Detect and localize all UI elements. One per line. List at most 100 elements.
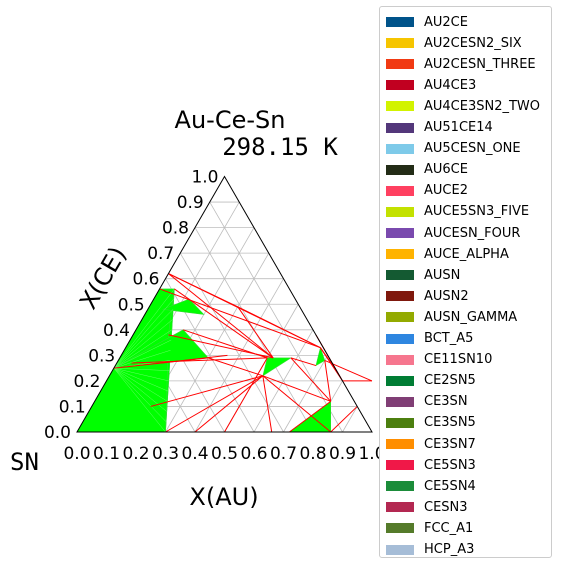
legend-label: AUSN2: [424, 289, 469, 304]
legend-label: AU2CESN2_SIX: [424, 36, 522, 51]
legend-label: CE11SN10: [424, 352, 492, 367]
legend-item: AU2CESN2_SIX: [386, 33, 522, 53]
x-tick-label: 0.5: [211, 444, 238, 464]
legend-label: AU51CE14: [424, 120, 493, 135]
y-tick-label: 0.1: [59, 397, 86, 417]
legend-label: AUCESN_FOUR: [424, 226, 520, 241]
x-tick-label: 0.8: [299, 444, 326, 464]
phase-region: [263, 358, 291, 376]
y-tick-label: 0.0: [44, 423, 71, 443]
x-tick-label: 0.1: [93, 444, 120, 464]
legend-swatch: [386, 207, 414, 217]
y-tick-label: 0.8: [162, 219, 189, 239]
legend-swatch: [386, 80, 414, 90]
legend-label: CE5SN4: [424, 479, 476, 494]
legend-swatch: [386, 123, 414, 133]
legend-swatch: [386, 101, 414, 111]
legend-label: AU5CESN_ONE: [424, 141, 521, 156]
legend-swatch: [386, 523, 414, 533]
x-tick-label: 0.2: [122, 444, 149, 464]
y-tick-label: 0.6: [132, 270, 159, 290]
legend-swatch: [386, 59, 414, 69]
legend-swatch: [386, 502, 414, 512]
legend-swatch: [386, 545, 414, 555]
legend-swatch: [386, 334, 414, 344]
legend-label: CE5SN3: [424, 458, 476, 473]
x-tick-label: 0.4: [181, 444, 208, 464]
x-tick-label: 0.3: [152, 444, 179, 464]
legend-item: AU6CE: [386, 160, 468, 180]
y-tick-label: 0.4: [103, 321, 130, 341]
legend-swatch: [386, 186, 414, 196]
legend-label: AU4CE3SN2_TWO: [424, 99, 540, 114]
legend-label: HCP_A3: [424, 542, 474, 557]
legend-item: AUCE_ALPHA: [386, 244, 509, 264]
x-tick-labels: 0.00.10.20.30.40.50.60.70.80.91.0: [63, 444, 379, 464]
legend-swatch: [386, 144, 414, 154]
legend-label: CE2SN5: [424, 373, 476, 388]
legend-swatch: [386, 397, 414, 407]
legend-label: AU2CE: [424, 15, 468, 30]
legend-swatch: [386, 439, 414, 449]
legend-item: CE5SN4: [386, 476, 476, 496]
x-tick-label: 0.7: [270, 444, 297, 464]
legend-item: CE3SN: [386, 392, 468, 412]
legend-swatch: [386, 249, 414, 259]
x-tick-label: 1.0: [358, 444, 379, 464]
grid-line-sn: [210, 202, 343, 432]
legend-swatch: [386, 376, 414, 386]
legend-swatch: [386, 291, 414, 301]
legend-label: AU4CE3: [424, 78, 476, 93]
legend-item: AU4CE3SN2_TWO: [386, 96, 540, 116]
x-axis-label: X(AU): [189, 483, 258, 511]
y-tick-label: 0.5: [118, 295, 145, 315]
x-tick-label: 0.6: [240, 444, 267, 464]
legend-item: CE5SN3: [386, 455, 476, 475]
legend-item: CE3SN7: [386, 434, 476, 454]
legend-label: CE3SN: [424, 394, 468, 409]
chart-title: Au-Ce-Sn: [175, 106, 286, 134]
legend-label: AUCE2: [424, 183, 468, 198]
y-tick-label: 0.9: [177, 193, 204, 213]
legend-label: CE3SN5: [424, 415, 476, 430]
legend-item: AUSN2: [386, 286, 469, 306]
corner-label-sn: SN: [10, 448, 39, 476]
grid-line-au: [343, 406, 358, 432]
legend-swatch: [386, 165, 414, 175]
legend-item: CE11SN10: [386, 350, 492, 370]
legend-item: CE3SN5: [386, 413, 476, 433]
legend-label: FCC_A1: [424, 521, 473, 536]
legend-item: AUSN_GAMMA: [386, 307, 517, 327]
legend-swatch: [386, 270, 414, 280]
legend-item: AUCE5SN3_FIVE: [386, 202, 529, 222]
legend-item: FCC_A1: [386, 518, 473, 538]
legend-label: BCT_A5: [424, 331, 473, 346]
legend-item: AU51CE14: [386, 118, 493, 138]
y-tick-label: 0.3: [88, 346, 115, 366]
legend-label: CE3SN7: [424, 437, 476, 452]
legend-item: AU2CESN_THREE: [386, 54, 536, 74]
tie-line: [263, 376, 331, 432]
legend-swatch: [386, 228, 414, 238]
legend-label: AU2CESN_THREE: [424, 57, 536, 72]
tie-line: [263, 376, 331, 402]
legend-item: BCT_A5: [386, 329, 473, 349]
legend-item: AUCE2: [386, 181, 468, 201]
legend-label: AUCE_ALPHA: [424, 247, 509, 262]
legend-swatch: [386, 481, 414, 491]
legend-label: AUSN_GAMMA: [424, 310, 517, 325]
y-tick-label: 0.7: [147, 244, 174, 264]
legend-swatch: [386, 418, 414, 428]
ternary-chart: 0.00.10.20.30.40.50.60.70.80.91.0 0.00.1…: [0, 0, 379, 570]
legend-label: AU6CE: [424, 162, 468, 177]
legend-swatch: [386, 17, 414, 27]
legend-label: AUSN: [424, 268, 460, 283]
grid-line-sn: [180, 253, 283, 432]
legend-swatch: [386, 355, 414, 365]
legend-item: CE2SN5: [386, 371, 476, 391]
chart-subtitle: 298.15 K: [222, 133, 338, 161]
legend-label: AUCE5SN3_FIVE: [424, 204, 529, 219]
legend-item: HCP_A3: [386, 540, 474, 560]
y-tick-label: 1.0: [191, 168, 218, 188]
legend-label: CESN3: [424, 500, 468, 515]
